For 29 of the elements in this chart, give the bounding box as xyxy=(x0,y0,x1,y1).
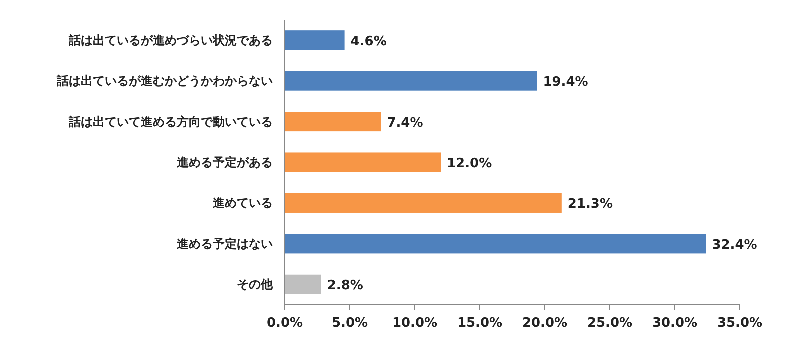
y-tick-label: 進める予定がある xyxy=(176,156,273,170)
bar xyxy=(285,234,706,254)
data-label: 2.8% xyxy=(327,278,364,294)
y-tick-label: 進めている xyxy=(212,196,273,210)
data-label: 21.3% xyxy=(568,197,614,212)
x-tick-label: 0.0% xyxy=(266,316,304,331)
bar xyxy=(285,30,345,50)
x-tick-label: 10.0% xyxy=(392,316,438,331)
x-tick-label: 15.0% xyxy=(457,316,503,331)
data-label: 7.4% xyxy=(387,116,424,131)
x-tick-label: 35.0% xyxy=(717,316,763,331)
y-tick-label: 話は出ているが進めづらい状況である xyxy=(68,33,273,48)
y-tick-label: 話は出ているが進むかどうかわからない xyxy=(56,74,273,88)
bar xyxy=(285,71,538,91)
data-label: 12.0% xyxy=(447,156,492,172)
bar xyxy=(285,274,322,294)
y-tick-label: 進める予定はない xyxy=(176,236,273,251)
bar xyxy=(285,112,382,132)
bar xyxy=(285,152,441,172)
x-tick-label: 5.0% xyxy=(332,316,368,331)
bar xyxy=(285,193,562,213)
data-label: 19.4% xyxy=(543,75,588,90)
x-tick-label: 20.0% xyxy=(522,316,568,331)
y-tick-label: その他 xyxy=(237,278,274,292)
data-label: 32.4% xyxy=(712,238,758,253)
x-tick-label: 25.0% xyxy=(587,316,633,331)
data-label: 4.6% xyxy=(350,34,387,50)
y-tick-label: 話は出ていて進める方向で動いている xyxy=(68,114,273,129)
x-tick-label: 30.0% xyxy=(652,316,698,331)
